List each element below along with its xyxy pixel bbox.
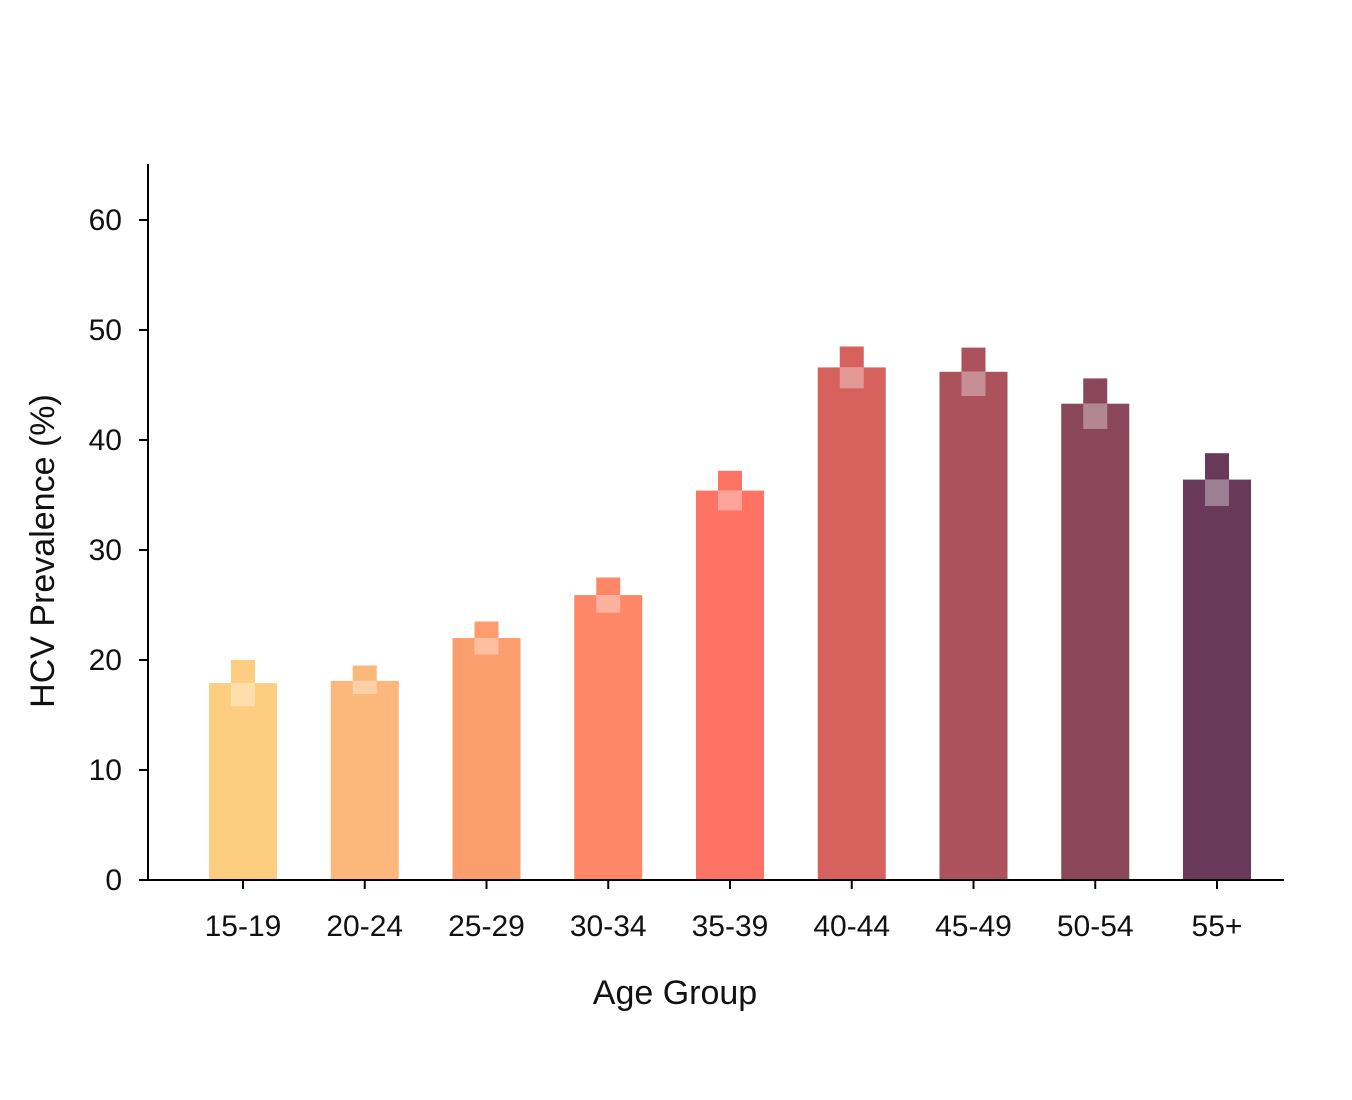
y-tick-label-40: 40 (89, 424, 122, 457)
y-tick-label-0: 0 (105, 864, 122, 897)
x-tick-label-45-49: 45-49 (935, 910, 1012, 943)
bar-25-29 (452, 638, 521, 880)
range-lower-35-39 (718, 490, 742, 511)
range-lower-40-44 (839, 367, 864, 389)
bar-40-44 (817, 367, 886, 880)
bars-group (209, 367, 1251, 880)
x-ticks-group: 15-19 20-24 25-29 30-34 35-39 40-44 45-49 50-54… (205, 880, 1243, 943)
y-ticks-group: 0 10 20 30 40 50 60 (89, 204, 148, 897)
range-upper-20-24 (352, 665, 377, 681)
range-lower-30-34 (596, 595, 621, 613)
x-tick-label-55+: 55+ (1192, 910, 1243, 943)
range-upper-25-29 (474, 621, 499, 638)
range-upper-30-34 (596, 577, 621, 596)
x-tick-label-40-44: 40-44 (813, 910, 890, 943)
range-lower-25-29 (474, 638, 499, 655)
range-lower-20-24 (352, 680, 377, 695)
bar-55+ (1183, 479, 1251, 880)
y-tick-label-50: 50 (89, 314, 122, 347)
bar-30-34 (574, 595, 643, 880)
range-upper-55+ (1205, 453, 1229, 480)
y-tick-label-30: 30 (89, 534, 122, 567)
range-upper-15-19 (231, 660, 255, 684)
x-tick-label-15-19: 15-19 (205, 910, 282, 943)
y-tick-label-10: 10 (89, 754, 122, 787)
bar-35-39 (696, 490, 764, 880)
y-tick-label-20: 20 (89, 644, 122, 677)
x-tick-label-50-54: 50-54 (1057, 910, 1134, 943)
range-upper-35-39 (718, 470, 742, 491)
bar-20-24 (330, 680, 399, 880)
x-tick-label-35-39: 35-39 (692, 910, 769, 943)
range-lower-15-19 (231, 683, 255, 707)
ranges-group (231, 346, 1229, 707)
bar-50-54 (1061, 403, 1130, 880)
x-tick-label-20-24: 20-24 (326, 910, 403, 943)
range-upper-45-49 (961, 347, 986, 372)
bar-45-49 (939, 371, 1008, 880)
x-tick-label-25-29: 25-29 (448, 910, 525, 943)
range-lower-45-49 (961, 371, 986, 396)
y-axis-title: HCV Prevalence (%) (24, 394, 62, 708)
range-lower-55+ (1205, 479, 1229, 506)
range-lower-50-54 (1083, 403, 1108, 429)
x-axis-title: Age Group (593, 974, 757, 1012)
range-upper-50-54 (1083, 378, 1108, 404)
range-upper-40-44 (839, 346, 864, 368)
bar-15-19 (209, 683, 277, 880)
x-tick-label-30-34: 30-34 (570, 910, 647, 943)
y-tick-label-60: 60 (89, 204, 122, 237)
